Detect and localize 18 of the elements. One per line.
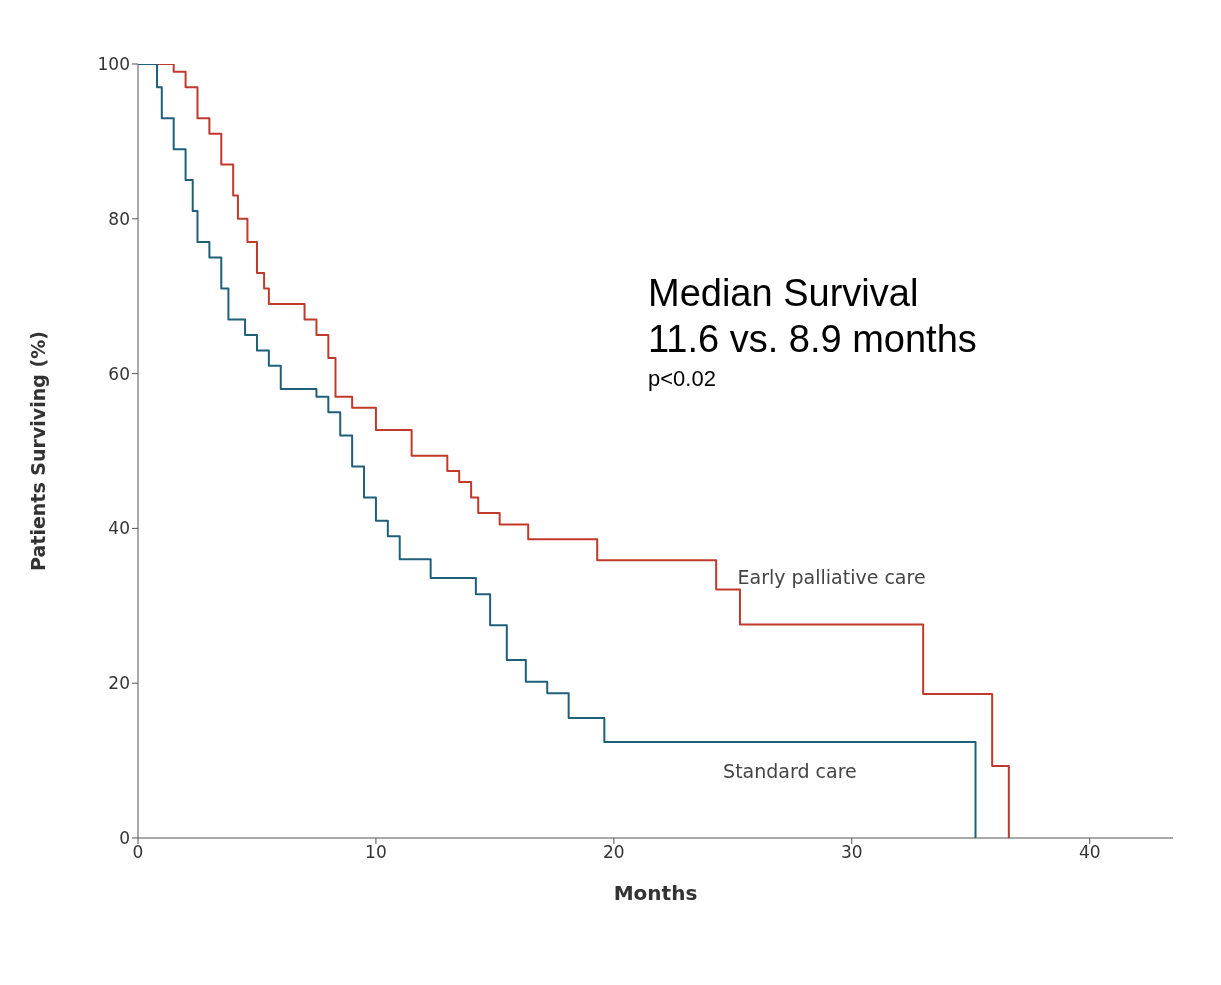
x-tick-label: 20 bbox=[603, 842, 625, 863]
y-tick-label: 0 bbox=[119, 828, 130, 849]
series-label: Standard care bbox=[723, 759, 857, 782]
x-tick-label: 30 bbox=[840, 842, 863, 863]
y-tick-label: 60 bbox=[108, 363, 130, 384]
y-axis-title: Patients Surviving (%) bbox=[26, 331, 49, 571]
y-tick-label: 80 bbox=[108, 208, 130, 229]
annotation: Median Survival bbox=[648, 271, 920, 316]
y-tick-label: 40 bbox=[108, 518, 130, 539]
y-tick-label: 100 bbox=[97, 54, 130, 75]
y-tick-label: 20 bbox=[108, 673, 130, 694]
annotation: p<0.02 bbox=[648, 365, 717, 393]
x-tick-label: 40 bbox=[1078, 842, 1101, 863]
x-tick-label: 0 bbox=[132, 842, 144, 863]
x-axis-title: Months bbox=[613, 881, 698, 905]
annotation: 11.6 vs. 8.9 months bbox=[648, 317, 977, 362]
series-label: Early palliative care bbox=[737, 566, 926, 589]
x-tick-label: 10 bbox=[365, 842, 387, 863]
